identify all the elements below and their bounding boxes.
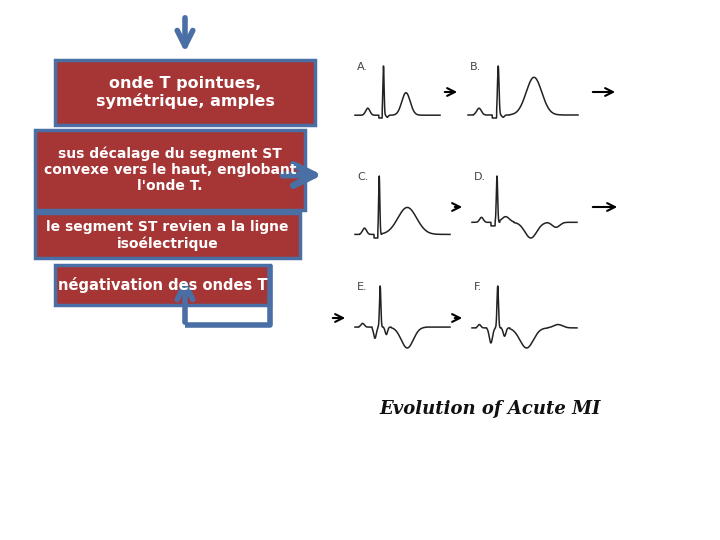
Text: négativation des ondes T: négativation des ondes T: [58, 277, 267, 293]
Text: B.: B.: [470, 62, 481, 72]
FancyBboxPatch shape: [35, 130, 305, 210]
Text: D.: D.: [474, 172, 486, 182]
Text: E.: E.: [357, 282, 368, 292]
Text: Evolution of Acute MI: Evolution of Acute MI: [379, 400, 600, 418]
FancyBboxPatch shape: [35, 213, 300, 258]
Text: onde T pointues,
symétrique, amples: onde T pointues, symétrique, amples: [96, 76, 274, 109]
FancyBboxPatch shape: [55, 265, 270, 305]
Text: sus décalage du segment ST
convexe vers le haut, englobant
l'onde T.: sus décalage du segment ST convexe vers …: [44, 146, 296, 193]
FancyBboxPatch shape: [55, 60, 315, 125]
Text: A.: A.: [357, 62, 368, 72]
Text: F.: F.: [474, 282, 482, 292]
Text: C.: C.: [357, 172, 369, 182]
Text: le segment ST revien a la ligne
isoélectrique: le segment ST revien a la ligne isoélect…: [46, 220, 289, 251]
